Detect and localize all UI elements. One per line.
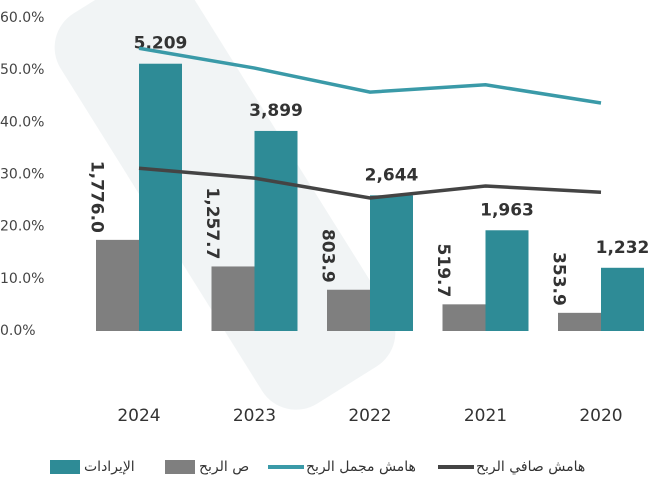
data-label: 353.9	[549, 252, 569, 306]
bar	[211, 266, 255, 331]
x-tick-label: 2023	[233, 406, 276, 426]
data-label: 1,232	[596, 238, 650, 258]
bar	[370, 195, 413, 331]
bar	[327, 289, 370, 331]
x-tick-label: 2021	[464, 406, 507, 426]
line	[138, 46, 602, 105]
bar	[442, 304, 486, 331]
data-label: 1,963	[480, 200, 534, 220]
x-tick-label: 2024	[117, 406, 160, 426]
data-label: 519.7	[433, 244, 453, 298]
line	[138, 166, 602, 200]
data-label: 1,776.0	[87, 161, 107, 233]
bar	[139, 63, 182, 331]
bar	[485, 230, 529, 331]
y-tick-label: 50.0%	[0, 62, 44, 78]
bar	[254, 130, 298, 331]
data-label: 803.9	[318, 229, 338, 283]
y-tick-label: 20.0%	[0, 219, 44, 235]
legend-label: هامش صافي الربح	[476, 459, 585, 475]
data-label: 2,644	[365, 165, 419, 185]
legend-swatch	[268, 465, 304, 469]
legend-label: الإيرادات	[84, 459, 135, 475]
legend-swatch	[165, 460, 195, 474]
x-tick-label: 2022	[348, 406, 391, 426]
y-tick-label: 30.0%	[0, 167, 44, 183]
data-label: 1,257.7	[202, 187, 222, 259]
y-tick-label: 10.0%	[0, 271, 44, 287]
y-tick-label: 40.0%	[0, 114, 44, 130]
legend-label: هامش مجمل الربح	[306, 459, 416, 475]
y-tick-label: 60.0%	[0, 10, 44, 26]
bar	[558, 312, 601, 331]
x-tick-label: 2020	[579, 406, 622, 426]
legend-label: ص الربح	[199, 459, 249, 475]
bar	[96, 239, 139, 331]
legend-swatch	[50, 460, 80, 474]
bar	[601, 267, 644, 331]
data-label: 3,899	[249, 101, 303, 121]
legend-swatch	[438, 465, 474, 469]
y-tick-label: 0.0%	[0, 323, 36, 339]
